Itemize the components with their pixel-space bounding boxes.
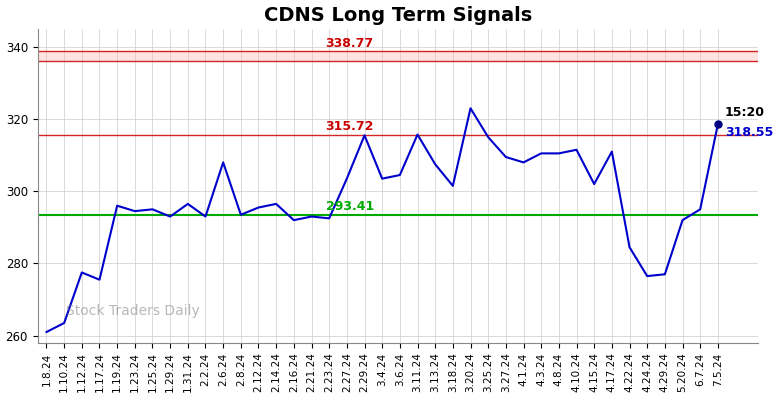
Text: Stock Traders Daily: Stock Traders Daily [67,304,200,318]
Text: 318.55: 318.55 [725,126,773,139]
Title: CDNS Long Term Signals: CDNS Long Term Signals [264,6,532,25]
Text: 293.41: 293.41 [325,200,374,213]
Text: 338.77: 338.77 [325,37,374,50]
Text: 15:20: 15:20 [725,106,765,119]
Bar [38,51,758,61]
Text: 315.72: 315.72 [325,120,374,133]
